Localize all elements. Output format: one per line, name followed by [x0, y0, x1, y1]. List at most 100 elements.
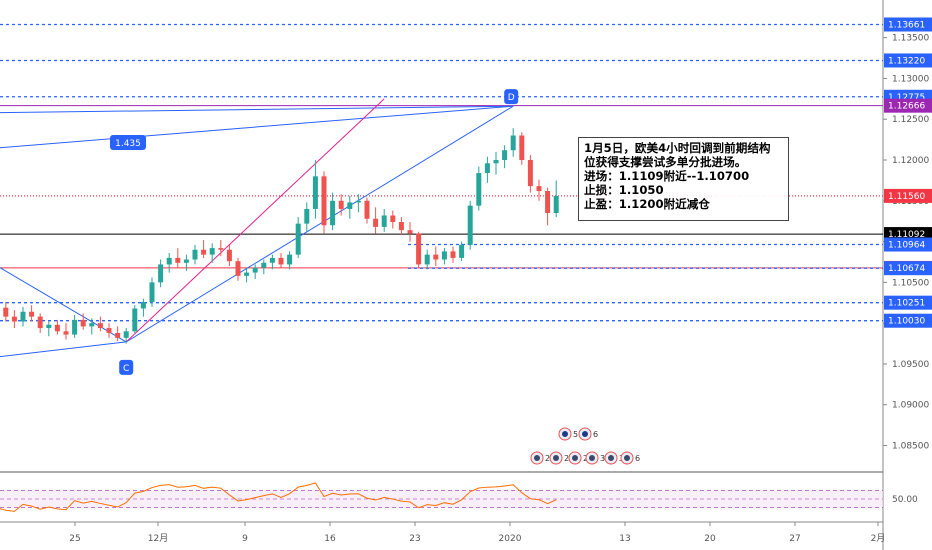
price-tag-label: 1.12666	[888, 102, 925, 112]
candle	[312, 160, 318, 219]
candle	[304, 202, 310, 232]
candle-body	[192, 249, 198, 260]
candle-body	[373, 218, 379, 227]
candle	[373, 207, 379, 234]
candle	[192, 244, 198, 265]
candle-body	[63, 331, 69, 335]
trendline	[0, 105, 514, 149]
candle	[493, 151, 499, 175]
event-icon: 2	[549, 451, 569, 465]
candle-body	[201, 249, 207, 255]
candle	[519, 132, 525, 165]
candle-body	[545, 191, 551, 214]
price-tag-bg	[884, 237, 932, 252]
price-tag-label: 1.11092	[888, 230, 925, 240]
x-tick-label: 2月	[871, 533, 886, 544]
candle-body	[149, 282, 155, 302]
candle	[553, 180, 559, 218]
candle-body	[381, 215, 387, 227]
note-line: 止盈：1.1200附近减仓	[584, 197, 710, 211]
trade-note-box: 1月5日，欧美4小时回调到前期结构 位获得支撑尝试多单分批进场。 进场：1.11…	[578, 137, 789, 221]
candle	[218, 239, 224, 257]
price-tag-label: 1.12775	[888, 93, 925, 103]
price-tag-bg	[884, 53, 932, 68]
x-tick-label: 27	[789, 534, 800, 544]
candle-body	[97, 323, 103, 329]
candle-body	[89, 323, 95, 327]
candle-body	[295, 223, 301, 255]
candle	[140, 298, 146, 317]
candle-body	[226, 249, 232, 262]
candle	[37, 313, 43, 333]
candle-body	[158, 264, 164, 283]
candle-body	[123, 331, 129, 338]
candle-body	[166, 257, 172, 265]
candle-body	[459, 244, 465, 258]
event-icon: 3	[585, 451, 605, 465]
event-dot	[553, 455, 559, 461]
candle	[244, 267, 250, 283]
ratio-label-marker: 1.435	[110, 135, 146, 150]
price-tag: 1.11560	[884, 188, 932, 203]
price-tag-bg	[884, 188, 932, 203]
price-tag-label: 1.13661	[888, 20, 925, 30]
note-line: 进场：1.1109附近--1.10700	[584, 169, 750, 183]
price-tag-label: 1.13220	[888, 56, 925, 66]
price-tag: 1.13220	[884, 53, 932, 68]
candle	[46, 321, 52, 337]
event-count: 2	[564, 454, 569, 463]
event-icon: 6	[578, 427, 598, 441]
candle	[416, 231, 422, 268]
candle	[235, 257, 241, 281]
candle	[330, 192, 336, 231]
event-dot	[624, 455, 630, 461]
candle-body	[235, 261, 241, 276]
candle-body	[553, 195, 559, 214]
rsi-line	[0, 482, 557, 512]
price-tag-label: 1.11560	[888, 192, 925, 202]
price-tag: 1.10251	[884, 295, 932, 310]
candle	[166, 253, 172, 273]
x-tick-label: 9	[242, 534, 248, 544]
candle-body	[416, 233, 422, 265]
y-tick-label: 1.09500	[892, 360, 929, 370]
event-dot	[582, 431, 588, 437]
candle-body	[347, 202, 353, 209]
candle	[183, 254, 189, 271]
candle-body	[278, 257, 284, 265]
price-tag-label: 1.10674	[888, 264, 925, 274]
candle-body	[450, 251, 456, 258]
candle	[89, 318, 95, 335]
candle	[158, 259, 164, 288]
point-c-marker: C	[119, 359, 134, 375]
candle-body	[80, 319, 86, 327]
event-count: 5	[573, 430, 578, 439]
candle	[450, 246, 456, 263]
price-tag-label: 1.10251	[888, 299, 925, 309]
candle	[476, 166, 482, 211]
event-icon: 2	[568, 451, 588, 465]
price-tag-label: 1.10964	[888, 241, 925, 251]
candle-body	[398, 222, 404, 231]
candle-body	[252, 267, 258, 273]
candle	[226, 244, 232, 267]
y-tick-label: 1.12500	[892, 115, 929, 125]
candle-body	[287, 254, 293, 265]
candle	[459, 241, 465, 262]
candle-body	[321, 176, 327, 226]
candle	[390, 210, 396, 229]
candle-body	[20, 311, 26, 322]
candle-body	[433, 254, 439, 260]
candle-body	[536, 186, 542, 191]
candle-body	[54, 324, 60, 332]
candle-body	[338, 200, 344, 209]
candle	[433, 246, 439, 267]
candle-body	[527, 160, 533, 187]
candle-body	[3, 307, 9, 317]
candle-body	[441, 251, 447, 260]
candle-body	[175, 257, 181, 263]
candle	[355, 194, 361, 213]
marker-label: D	[508, 93, 515, 103]
